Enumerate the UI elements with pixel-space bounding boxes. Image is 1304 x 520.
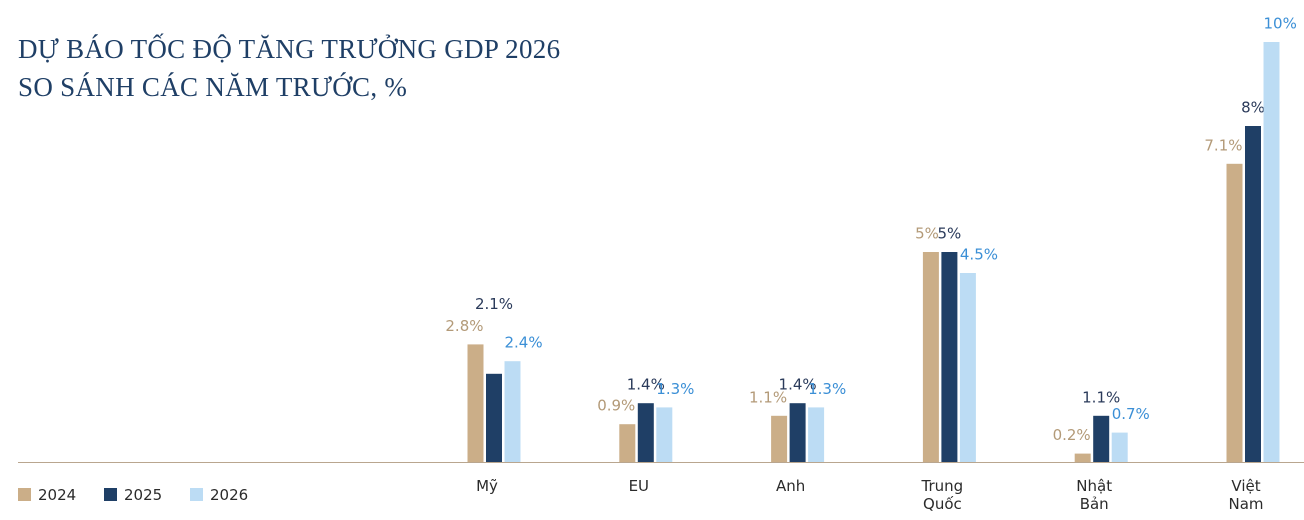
data-label: 1.3% bbox=[808, 380, 846, 398]
chart-subtitle: SO SÁNH CÁC NĂM TRƯỚC, % bbox=[18, 72, 408, 102]
data-label: 0.7% bbox=[1112, 405, 1150, 423]
bar bbox=[486, 373, 502, 462]
bar bbox=[1245, 126, 1261, 462]
bar bbox=[771, 415, 788, 462]
legend-swatch bbox=[104, 488, 117, 501]
bar bbox=[619, 424, 636, 462]
data-label: 2.8% bbox=[445, 317, 483, 335]
data-label: 8% bbox=[1241, 99, 1265, 117]
data-label: 5% bbox=[938, 225, 962, 243]
bar bbox=[1074, 453, 1091, 462]
data-label: 2.4% bbox=[505, 334, 543, 352]
legend-label: 2025 bbox=[124, 486, 162, 504]
data-label: 1.4% bbox=[779, 376, 817, 394]
bar bbox=[941, 252, 958, 462]
bar bbox=[1263, 42, 1280, 462]
bar bbox=[808, 407, 825, 462]
legend-swatch bbox=[190, 488, 203, 501]
bar bbox=[1093, 415, 1110, 462]
data-label: 4.5% bbox=[960, 246, 998, 264]
legend-label: 2024 bbox=[38, 486, 76, 504]
bar bbox=[789, 403, 806, 462]
bar bbox=[637, 403, 654, 462]
data-label: 1.3% bbox=[656, 380, 694, 398]
data-label: 1.1% bbox=[1082, 388, 1120, 406]
bar bbox=[959, 273, 976, 462]
data-label: 7.1% bbox=[1204, 136, 1242, 154]
legend-label: 2026 bbox=[210, 486, 248, 504]
x-tick-label: Nhật Bản bbox=[1076, 477, 1113, 513]
data-label: 1.1% bbox=[749, 388, 787, 406]
data-label: 1.4% bbox=[627, 376, 665, 394]
bar bbox=[467, 344, 484, 462]
x-tick-label: Việt Nam bbox=[1228, 477, 1264, 513]
bar bbox=[1111, 432, 1128, 462]
bar bbox=[922, 252, 939, 462]
bar bbox=[504, 361, 521, 462]
bar bbox=[1226, 163, 1243, 463]
data-label: 2.1% bbox=[475, 295, 513, 313]
legend-swatch bbox=[18, 488, 31, 501]
x-tick-label: Mỹ bbox=[476, 477, 498, 495]
data-label: 10% bbox=[1264, 15, 1297, 33]
data-label: 0.9% bbox=[597, 397, 635, 415]
x-tick-label: Trung Quốc bbox=[921, 477, 964, 513]
x-tick-label: EU bbox=[628, 477, 650, 495]
chart-title: DỰ BÁO TỐC ĐỘ TĂNG TRƯỞNG GDP 2026 bbox=[18, 34, 561, 64]
data-label: 5% bbox=[915, 225, 939, 243]
bar bbox=[656, 407, 673, 462]
data-label: 0.2% bbox=[1053, 426, 1091, 444]
x-tick-label: Anh bbox=[775, 477, 806, 495]
